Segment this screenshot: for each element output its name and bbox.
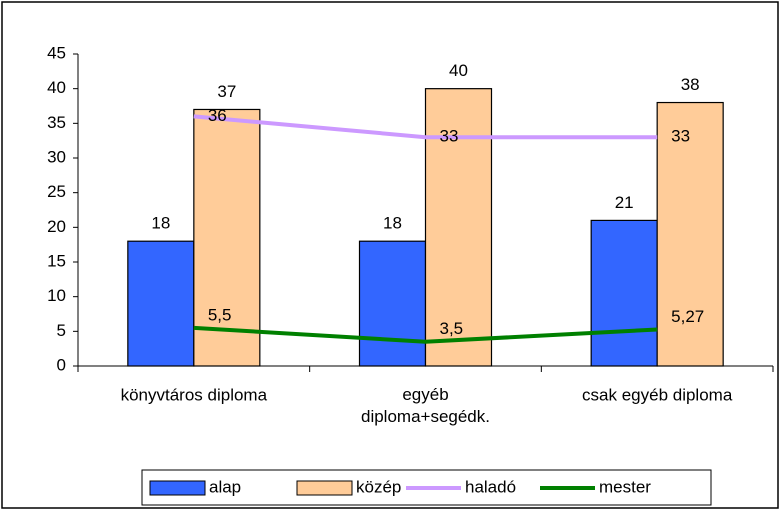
legend-label: közép (356, 477, 401, 496)
bar (424, 88, 493, 367)
data-label: 21 (615, 193, 634, 212)
data-label: 37 (217, 82, 236, 101)
data-label: 18 (383, 214, 402, 233)
y-tick-label: 5 (57, 321, 66, 340)
bar (358, 240, 427, 367)
y-tick-label: 15 (47, 251, 66, 270)
data-label: 38 (681, 75, 700, 94)
data-label: 5,5 (208, 305, 232, 324)
y-tick-label: 45 (47, 43, 66, 62)
x-tick-label: könyvtáros diploma (121, 385, 268, 404)
data-label: 40 (449, 61, 468, 80)
line (193, 114, 658, 140)
y-tick-label: 35 (47, 113, 66, 132)
legend-label: mester (599, 477, 651, 496)
data-label: 33 (671, 127, 690, 146)
legend-label: haladó (465, 477, 516, 496)
y-tick-label: 30 (47, 147, 66, 166)
data-label: 3,5 (440, 319, 464, 338)
bar (193, 108, 261, 367)
x-tick-label: egyéb diploma+segédk. (361, 385, 490, 426)
y-tick-label: 20 (47, 217, 66, 236)
data-label: 18 (151, 214, 170, 233)
bar (127, 240, 195, 367)
data-label: 5,27 (671, 307, 704, 326)
y-tick-label: 0 (57, 355, 66, 374)
data-label: 33 (440, 127, 459, 146)
y-tick-label: 10 (47, 286, 66, 305)
y-tick-label: 40 (47, 78, 66, 97)
legend-swatch (296, 480, 353, 496)
y-tick-label: 25 (47, 182, 66, 201)
data-label: 36 (208, 106, 227, 125)
bar (590, 219, 658, 367)
legend-label: alap (209, 477, 241, 496)
line (193, 325, 658, 344)
bar (656, 101, 724, 367)
x-tick-label: csak egyéb diploma (582, 385, 733, 404)
legend-swatch (149, 480, 206, 496)
